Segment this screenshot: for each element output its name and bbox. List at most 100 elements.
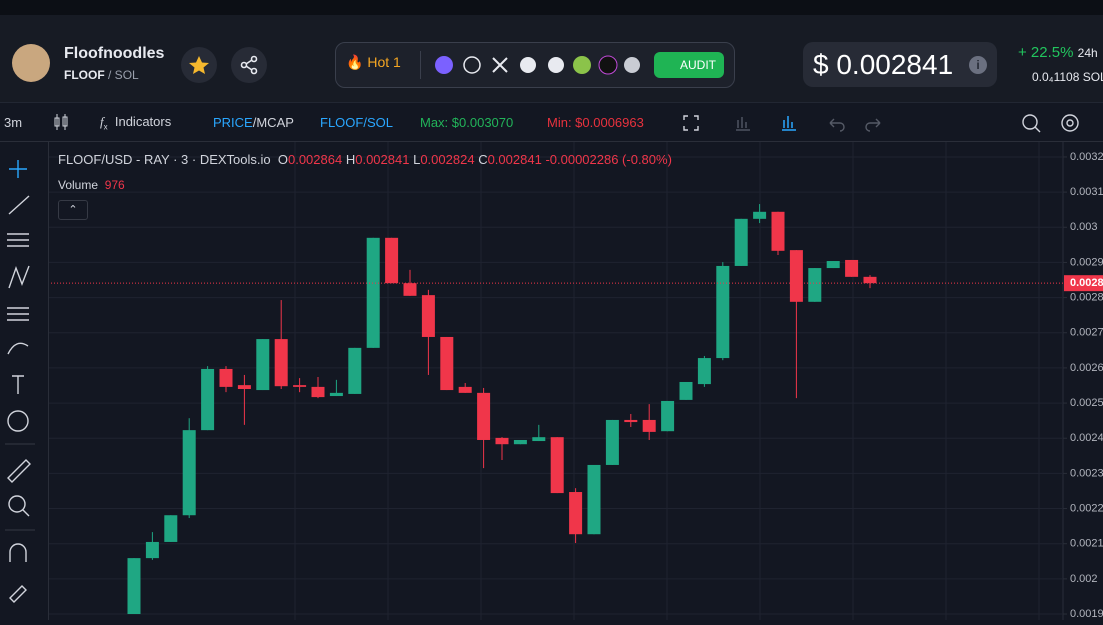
token-symbol: FLOOF	[64, 68, 105, 82]
candle-body	[532, 437, 546, 442]
candle-body	[569, 492, 583, 535]
collapse-legend-button[interactable]: ⌃	[58, 200, 88, 220]
candle-body	[789, 250, 803, 302]
y-tick-label: 0.0026	[1070, 362, 1103, 374]
change-period: 24h	[1077, 46, 1098, 60]
mcap-label: /MCAP	[252, 115, 294, 130]
candle-body	[219, 368, 233, 387]
star-icon	[189, 56, 209, 74]
y-tick-label: 0.0028	[1070, 291, 1103, 303]
candle-body	[808, 268, 822, 302]
price-mcap-toggle[interactable]: PRICE/MCAP	[213, 115, 294, 130]
candle-body	[348, 347, 362, 394]
last-price-tag	[1064, 275, 1103, 292]
interval-button[interactable]: 3m	[4, 115, 23, 130]
drawing-tools	[0, 142, 49, 620]
drawing-tool-icons	[5, 160, 35, 603]
change-value: + 22.5%	[1018, 44, 1074, 61]
candle-body	[421, 295, 435, 337]
indicators-button[interactable]: fx Indicators	[100, 114, 172, 132]
y-tick-label: 0.0029	[1070, 256, 1103, 268]
candle-type-icon[interactable]	[52, 113, 70, 131]
candle-body	[513, 439, 527, 445]
legend-close: 0.002841	[487, 152, 542, 167]
candle-body	[863, 276, 877, 284]
current-price: $ 0.002841	[813, 49, 954, 80]
candle-body	[237, 385, 251, 390]
legend-change: -0.00002286 (-0.80%)	[545, 152, 672, 167]
y-tick-label: 0.0021	[1070, 538, 1103, 550]
candle-body	[440, 336, 454, 391]
candle-body	[311, 386, 325, 398]
share-icon	[240, 55, 258, 75]
token-name: Floofnoodles	[64, 45, 165, 62]
toolbar-icons	[683, 114, 1079, 133]
divider	[420, 51, 421, 79]
indicators-label: Indicators	[114, 114, 172, 129]
candle-body	[845, 259, 859, 277]
candle-body	[403, 283, 417, 296]
favorite-button[interactable]	[181, 47, 217, 83]
token-header: Floofnoodles FLOOF / SOL 🔥 Hot 1 AUDIT $…	[0, 15, 1103, 103]
price-box: $ 0.002841 i	[803, 42, 997, 87]
y-tick-label: 0.0027	[1070, 327, 1103, 339]
candle-body	[293, 385, 307, 387]
y-tick-label: 0.0025	[1070, 397, 1103, 409]
candle-body	[771, 211, 785, 251]
candle-body	[642, 419, 656, 432]
y-tick-label: 0.0019	[1070, 608, 1103, 620]
volume-value: 976	[104, 178, 125, 192]
legend-low: 0.002824	[420, 152, 475, 167]
y-tick-label: 0.003	[1070, 221, 1098, 233]
max-price: Max: $0.003070	[420, 115, 514, 130]
y-tick-label: 0.002	[1070, 573, 1098, 585]
y-tick-label: 0.0031	[1070, 186, 1103, 198]
hot-badge[interactable]: 🔥 Hot 1	[346, 54, 401, 70]
candle-body	[366, 237, 380, 348]
token-avatar	[12, 44, 50, 82]
candle-body	[697, 358, 711, 385]
legend-h-label: H	[345, 152, 356, 167]
quote-symbol: / SOL	[108, 68, 139, 82]
share-button[interactable]	[231, 47, 267, 83]
candle-body	[753, 211, 767, 219]
candle-body	[679, 381, 693, 400]
chart-legend: FLOOF/USD - RAY · 3 · DEXTools.io O0.002…	[58, 152, 672, 167]
price-sol: 0.0₄1108 SOL	[1032, 70, 1103, 84]
candle-body	[550, 437, 564, 494]
min-price: Min: $0.0006963	[547, 115, 644, 130]
candle-body	[587, 464, 601, 535]
candle-body	[164, 515, 178, 542]
hot-label: Hot 1	[367, 54, 401, 70]
candle-body	[127, 558, 141, 615]
candle-body	[495, 437, 509, 445]
legend-o-label: O	[277, 152, 288, 167]
badges-box: 🔥 Hot 1 AUDIT	[335, 42, 735, 88]
social-icons	[435, 55, 640, 75]
candle-body	[477, 392, 491, 440]
audit-button[interactable]: AUDIT	[654, 52, 724, 78]
candle-body	[274, 339, 288, 387]
candle-body	[716, 265, 730, 359]
token-pair: FLOOF / SOL	[64, 68, 139, 82]
legend-title: FLOOF/USD - RAY · 3 · DEXTools.io	[58, 152, 271, 167]
last-price-label: 0.002841	[1070, 277, 1103, 289]
candle-body	[145, 541, 159, 559]
y-tick-label: 0.0032	[1070, 151, 1103, 163]
y-tick-label: 0.0023	[1070, 467, 1103, 479]
candle-body	[826, 261, 840, 269]
volume-label: Volume	[58, 178, 99, 192]
ticker-bar	[0, 0, 1103, 15]
legend-l-label: L	[413, 152, 421, 167]
candle-body	[458, 386, 472, 393]
legend-open: 0.002864	[287, 152, 343, 167]
info-icon[interactable]: i	[969, 56, 987, 74]
volume-legend: Volume 976	[58, 178, 125, 192]
legend-c-label: C	[478, 152, 488, 167]
candle-body	[661, 400, 675, 432]
legend-high: 0.002841	[355, 152, 410, 167]
candle-body	[201, 368, 215, 431]
pair-toggle[interactable]: FLOOF/SOL	[320, 115, 393, 130]
